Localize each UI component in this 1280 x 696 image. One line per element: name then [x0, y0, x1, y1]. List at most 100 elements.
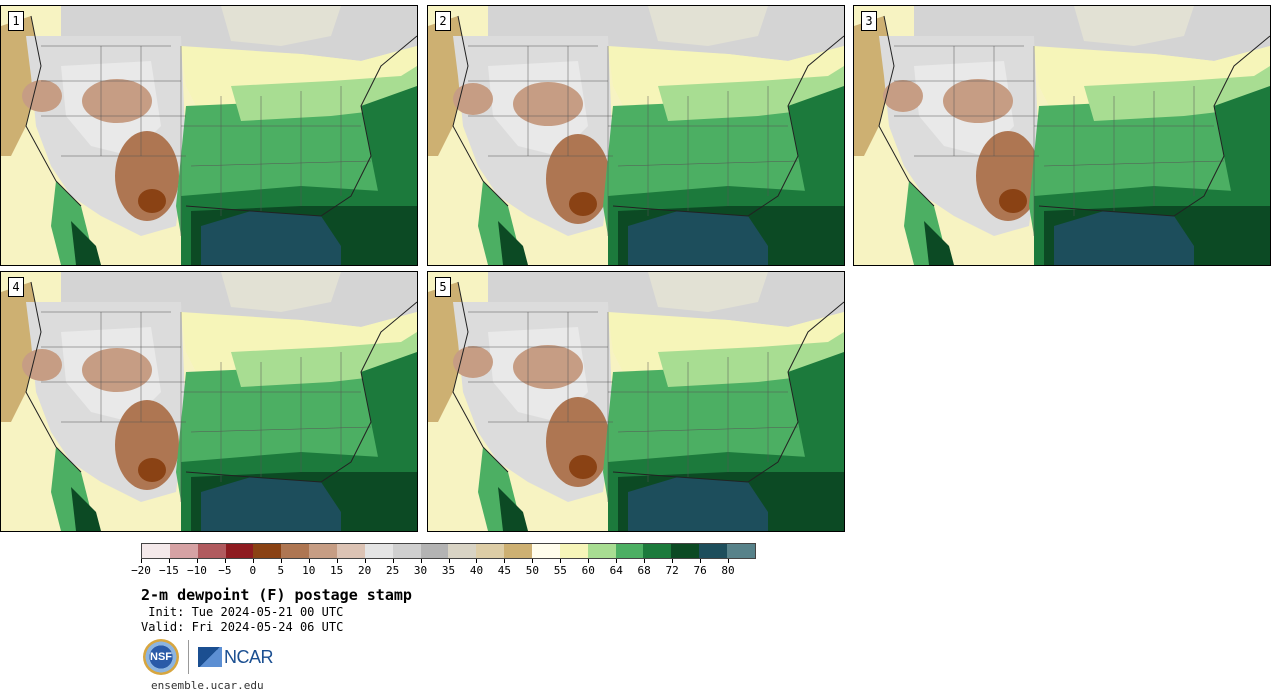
colorbar-tick	[336, 559, 338, 563]
ncar-logo: NCAR	[198, 647, 274, 668]
colorbar-tick	[420, 559, 422, 563]
dewpoint-map	[1, 272, 417, 531]
colorbar-tick	[588, 559, 590, 563]
colorbar-tick-label: 64	[609, 564, 623, 577]
coastline	[25, 15, 417, 217]
panel-number: 2	[435, 11, 451, 31]
colorbar-tick-label: 5	[277, 564, 285, 577]
colorbar-tick-label: 30	[413, 564, 428, 577]
dry-patch	[453, 83, 493, 115]
colorbar-tick	[728, 559, 730, 563]
mexico-coast-dark	[71, 221, 101, 265]
colorbar-tick-label: 40	[469, 564, 484, 577]
dry-patch	[22, 80, 62, 112]
colorbar-tick	[672, 559, 674, 563]
colorbar-tick	[252, 559, 254, 563]
figure-title: 2-m dewpoint (F) postage stamp	[141, 586, 412, 604]
colorbar-tick	[141, 559, 142, 563]
atlantic	[361, 352, 417, 472]
dry-patch	[22, 349, 62, 381]
dry-patch	[943, 79, 1013, 123]
atlantic	[788, 352, 844, 472]
colorbar-tick-label: 20	[358, 564, 372, 577]
north-region-light	[221, 272, 341, 312]
valid-time: Valid: Fri 2024-05-24 06 UTC	[141, 620, 344, 634]
colorbar-tick-label: 76	[693, 564, 707, 577]
colorbar-tick	[196, 559, 198, 563]
colorbar-swatch	[671, 544, 700, 558]
colorbar-tick-label: −20	[131, 564, 151, 577]
north-region-light	[648, 272, 768, 312]
ncar-mark-icon	[198, 647, 222, 667]
panel-number: 5	[435, 277, 451, 297]
dry-patch	[513, 345, 583, 389]
colorbar-tick	[476, 559, 478, 563]
nsf-logo: NSF	[143, 639, 179, 675]
colorbar-swatch	[727, 544, 755, 558]
colorbar-swatch	[699, 544, 728, 558]
colorbar-swatch	[615, 544, 644, 558]
panel-number: 4	[8, 277, 24, 297]
colorbar-swatch	[392, 544, 421, 558]
colorbar	[141, 543, 756, 559]
colorbar-swatch	[532, 544, 560, 558]
colorbar-tick-label: 15	[330, 564, 344, 577]
dewpoint-map	[428, 6, 844, 265]
colorbar-tick	[168, 559, 170, 563]
colorbar-swatch	[253, 544, 282, 558]
colorbar-tick-label: 10	[302, 564, 316, 577]
colorbar-swatch	[337, 544, 365, 558]
mexico-coast-dark	[924, 221, 954, 265]
mexico-coast-dark	[71, 487, 101, 531]
colorbar-tick	[448, 559, 450, 563]
gulf-of-mexico	[201, 211, 341, 265]
colorbar-tick-label: 35	[441, 564, 456, 577]
atlantic	[1214, 86, 1270, 206]
panel-number: 3	[861, 11, 877, 31]
dry-core	[569, 455, 597, 479]
dry-core	[138, 458, 166, 482]
colorbar-swatch	[364, 544, 393, 558]
colorbar-swatch	[420, 544, 449, 558]
colorbar-swatch	[476, 544, 505, 558]
dry-core	[999, 189, 1027, 213]
logo-divider	[188, 640, 189, 674]
colorbar-swatch	[504, 544, 533, 558]
north-region-light	[1074, 6, 1194, 46]
colorbar-swatch	[197, 544, 226, 558]
colorbar-tick-label: 45	[497, 564, 512, 577]
colorbar-swatch	[643, 544, 672, 558]
colorbar-tick	[616, 559, 618, 563]
atlantic	[788, 86, 844, 206]
colorbar-tick	[700, 559, 702, 563]
init-time: Init: Tue 2024-05-21 00 UTC	[141, 605, 344, 619]
mexico-coast-dark	[498, 221, 528, 265]
logos: NSF NCAR	[143, 638, 274, 676]
state-boundaries	[41, 45, 372, 236]
site-url: ensemble.ucar.edu	[151, 679, 264, 692]
colorbar-tick	[644, 559, 646, 563]
dewpoint-map	[1, 6, 417, 265]
dewpoint-map	[854, 6, 1270, 265]
gulf-of-mexico	[628, 477, 768, 531]
dry-core	[569, 192, 597, 216]
state-boundaries	[894, 45, 1225, 236]
colorbar-tick-label: 0	[249, 564, 257, 577]
coastline	[878, 15, 1270, 217]
colorbar-tick-label: 72	[665, 564, 679, 577]
mexico-coast-dark	[498, 487, 528, 531]
north-region-light	[648, 6, 768, 46]
colorbar-tick-label: 60	[581, 564, 595, 577]
north-region-light	[221, 6, 341, 46]
dry-patch	[82, 348, 152, 392]
map-panel-3: 3	[853, 5, 1271, 266]
dry-patch	[883, 80, 923, 112]
colorbar-swatch	[225, 544, 254, 558]
colorbar-tick	[364, 559, 366, 563]
panel-number: 1	[8, 11, 24, 31]
colorbar-tick	[308, 559, 310, 563]
colorbar-tick	[560, 559, 562, 563]
state-boundaries	[468, 311, 799, 502]
map-panel-4: 4	[0, 271, 418, 532]
colorbar-swatch	[309, 544, 338, 558]
